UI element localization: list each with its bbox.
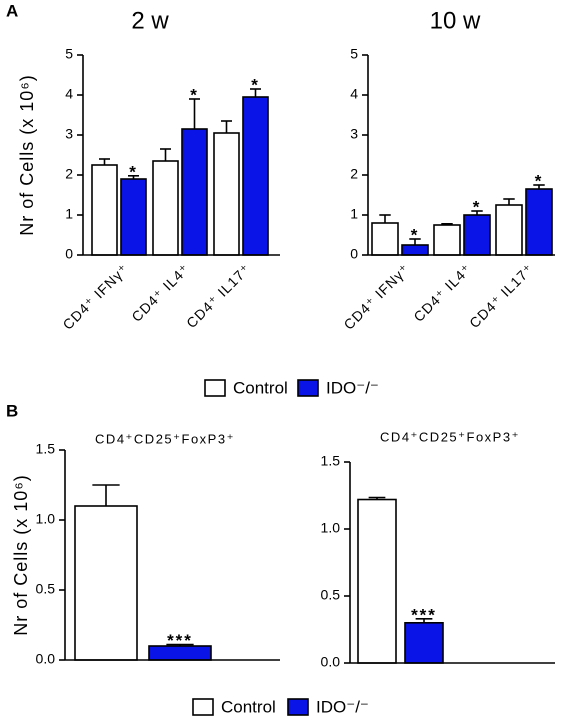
y-tick-label: 1 [65,206,73,222]
bar [181,128,208,256]
y-tick-label: 2 [350,166,358,182]
x-tick-label: CD4⁺ IFNγ⁺ [59,260,131,332]
y-tick-label: 0.0 [36,651,56,667]
y-tick-label: 1 [350,206,358,222]
x-tick-label: CD4⁺ IFNγ⁺ [340,260,412,332]
bar [242,96,269,256]
bar [525,188,553,256]
y-tick-label: 0 [65,246,73,262]
legend-label: Control [233,378,288,397]
significance: *** [411,605,437,624]
y-tick-label: 4 [350,86,358,102]
significance: * [129,162,138,181]
x-tick-label: CD4⁺ IL4⁺ [410,260,474,324]
significance: *** [167,631,193,650]
chart-title: CD4⁺CD25⁺FoxP3⁺ [95,431,235,446]
legend-swatch [204,379,226,397]
y-tick-label: 0.0 [321,654,341,670]
bar [152,160,179,256]
bar [357,498,397,664]
panel-label: B [6,401,18,420]
legend-label: IDO⁻/⁻ [316,697,369,716]
y-axis-label: Nr of Cells (x 10⁶) [17,74,37,235]
y-tick-label: 1.5 [36,441,56,457]
y-tick-label: 5 [65,46,73,62]
legend-swatch [192,698,214,716]
legend-label: Control [221,697,276,716]
x-tick-label: CD4⁺ IL4⁺ [128,260,192,324]
bar [463,214,491,256]
bar [404,621,444,664]
significance: * [190,85,199,104]
y-tick-label: 0.5 [36,581,56,597]
y-axis-label: Nr of Cells (x 10⁶) [11,474,31,635]
chart-panel: A 2 w Nr of Cells (x 10⁶) 0 1 2 3 4 5 * * * CD4⁺ IFN… [6,1,379,397]
chart-title: 2 w [131,7,169,34]
legend-label: IDO⁻/⁻ [326,378,379,397]
x-tick-label: CD4⁺ IL17⁺ [183,260,254,331]
y-tick-label: 5 [350,46,358,62]
chart-title: CD4⁺CD25⁺FoxP3⁺ [380,429,520,444]
bar [213,132,240,256]
significance: * [411,225,420,244]
legend-swatch [297,379,319,397]
significance: * [251,75,260,94]
chart-panel: 10 w 0 1 2 3 4 5 * * * CD4⁺ IFNγ⁺CD4⁺ IL4⁺CD4⁺ IL1… [340,7,555,333]
chart-title: 10 w [430,7,481,34]
y-tick-label: 1.0 [321,520,341,536]
y-tick-label: 2 [65,166,73,182]
y-tick-label: 3 [350,126,358,142]
bar [495,204,523,256]
bar [74,505,138,661]
chart-panel: B CD4⁺CD25⁺FoxP3⁺ Nr of Cells (x 10⁶) 0.0 0.… [6,401,369,716]
significance: * [535,171,544,190]
y-tick-label: 1.5 [321,453,341,469]
y-tick-label: 0.5 [321,587,341,603]
y-tick-label: 0 [350,246,358,262]
y-tick-label: 3 [65,126,73,142]
bar [120,178,147,256]
bar [91,164,118,256]
bar [371,222,399,256]
x-tick-label: CD4⁺ IL17⁺ [466,260,537,331]
panel-label: A [6,1,18,20]
y-tick-label: 4 [65,86,73,102]
chart-panel: CD4⁺CD25⁺FoxP3⁺ 0.0 0.5 1.0 1.5 *** [321,429,555,670]
significance: * [473,197,482,216]
y-tick-label: 1.0 [36,511,56,527]
bar [433,224,461,256]
bar [401,244,429,256]
legend-swatch [287,698,309,716]
